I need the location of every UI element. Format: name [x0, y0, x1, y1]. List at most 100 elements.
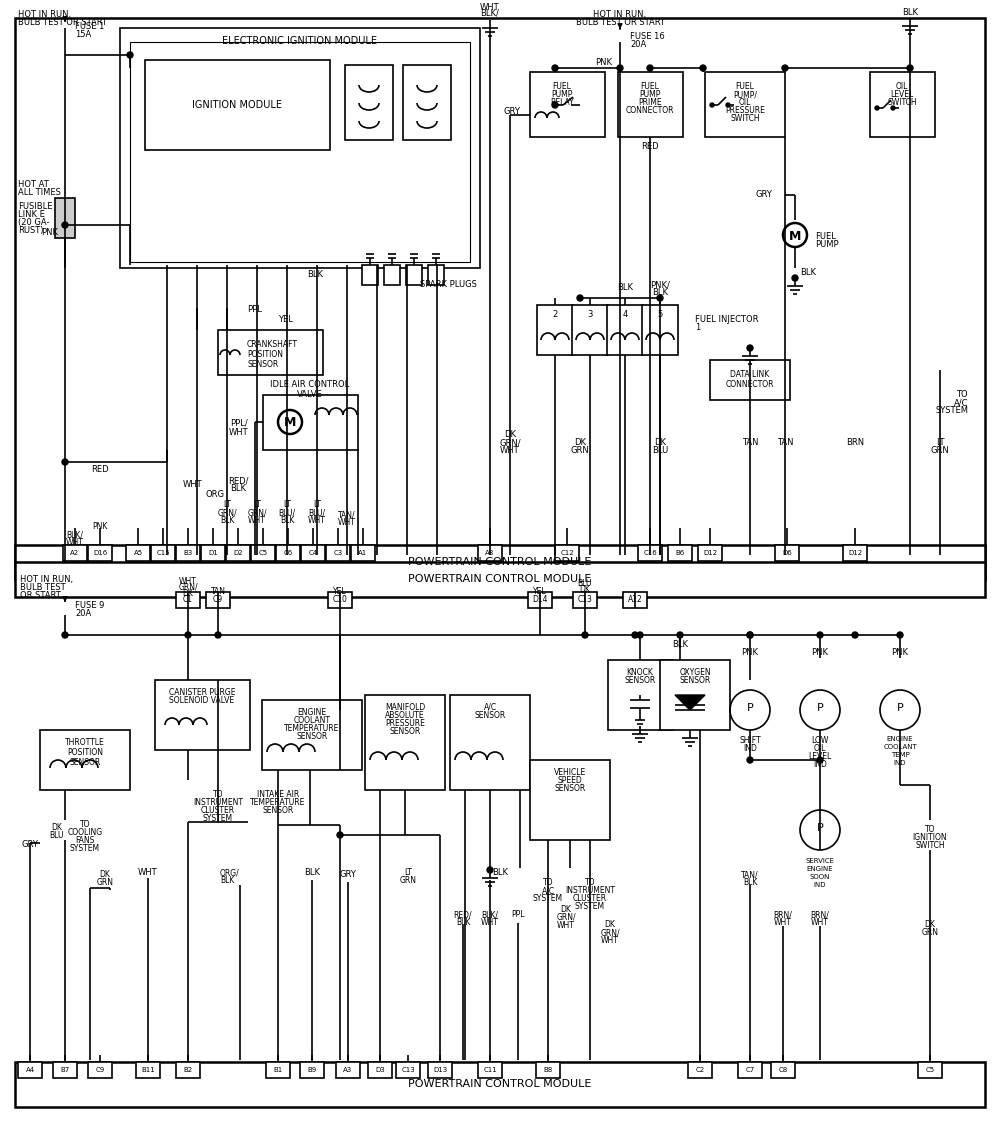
- Bar: [300, 1062, 324, 1078]
- Bar: [530, 72, 605, 137]
- Circle shape: [792, 275, 798, 281]
- Text: ALL TIMES: ALL TIMES: [18, 188, 61, 197]
- Bar: [301, 545, 325, 561]
- Circle shape: [577, 294, 583, 301]
- Text: FUSIBLE: FUSIBLE: [18, 202, 52, 211]
- Text: SYSTEM: SYSTEM: [70, 844, 100, 853]
- Text: BLK/: BLK/: [482, 910, 498, 919]
- Circle shape: [747, 632, 753, 638]
- Text: BLK: BLK: [672, 640, 688, 649]
- Text: SOON: SOON: [810, 874, 830, 880]
- Bar: [450, 695, 530, 790]
- Text: DK: DK: [183, 589, 193, 598]
- Bar: [428, 1062, 452, 1078]
- Text: B3: B3: [183, 550, 193, 556]
- Text: TO: TO: [80, 821, 90, 830]
- Bar: [771, 1062, 795, 1078]
- Bar: [403, 65, 451, 140]
- Text: GRY: GRY: [755, 190, 772, 199]
- Text: OIL: OIL: [739, 98, 751, 107]
- Text: D12: D12: [848, 550, 862, 556]
- Bar: [384, 265, 400, 285]
- Text: SENSOR: SENSOR: [262, 806, 294, 815]
- Text: TEMPERATURE: TEMPERATURE: [250, 798, 306, 807]
- Text: BLU/: BLU/: [278, 508, 296, 517]
- Text: GRN/: GRN/: [600, 928, 620, 937]
- Text: FUEL: FUEL: [553, 82, 571, 91]
- Text: PUMP: PUMP: [639, 90, 661, 99]
- Text: VALVE: VALVE: [297, 390, 323, 399]
- Text: DK: DK: [574, 438, 586, 447]
- Text: FUEL INJECTOR: FUEL INJECTOR: [695, 315, 759, 324]
- Text: M: M: [284, 417, 296, 429]
- Bar: [40, 729, 130, 790]
- Text: YEL: YEL: [278, 315, 292, 324]
- Text: TEMP: TEMP: [891, 752, 909, 758]
- Text: GRY: GRY: [22, 840, 38, 849]
- Circle shape: [817, 756, 823, 763]
- Text: A3: A3: [343, 1067, 353, 1073]
- Text: A/C: A/C: [541, 886, 555, 895]
- Text: B1: B1: [273, 1067, 283, 1073]
- Text: C13: C13: [401, 1067, 415, 1073]
- Text: RED: RED: [641, 142, 659, 151]
- Text: GRN: GRN: [400, 876, 416, 885]
- Circle shape: [637, 632, 643, 638]
- Bar: [136, 1062, 160, 1078]
- Bar: [63, 545, 87, 561]
- Bar: [151, 545, 175, 561]
- Text: PNK: PNK: [41, 228, 58, 237]
- Text: BLK: BLK: [220, 516, 234, 525]
- Text: A5: A5: [133, 550, 143, 556]
- Bar: [206, 592, 230, 608]
- Circle shape: [677, 632, 683, 638]
- Text: P: P: [747, 702, 753, 713]
- Circle shape: [875, 106, 879, 110]
- Text: D3: D3: [375, 1067, 385, 1073]
- Text: A1: A1: [358, 550, 368, 556]
- Bar: [15, 545, 985, 580]
- Text: 5: 5: [657, 310, 663, 319]
- Text: PUMP/: PUMP/: [733, 90, 757, 99]
- Text: DK: DK: [504, 430, 516, 439]
- Text: THROTTLE: THROTTLE: [65, 738, 105, 747]
- Text: SYSTEM: SYSTEM: [203, 814, 233, 823]
- Text: MANIFOLD: MANIFOLD: [385, 702, 425, 711]
- Text: LT: LT: [223, 500, 231, 509]
- Text: TAN: TAN: [742, 438, 758, 447]
- Text: WHT: WHT: [338, 518, 356, 527]
- Bar: [126, 545, 150, 561]
- Circle shape: [747, 756, 753, 763]
- Text: BLU: BLU: [578, 579, 592, 588]
- Text: C9: C9: [95, 1067, 105, 1073]
- Text: PNK/: PNK/: [650, 280, 670, 289]
- Bar: [53, 1062, 77, 1078]
- Text: A12: A12: [628, 596, 642, 605]
- Text: D6: D6: [782, 550, 792, 556]
- Text: INSTRUMENT: INSTRUMENT: [193, 798, 243, 807]
- Text: FUEL: FUEL: [815, 232, 836, 241]
- Text: SENSOR: SENSOR: [389, 727, 421, 736]
- Text: PRESSURE: PRESSURE: [725, 106, 765, 115]
- Bar: [15, 18, 985, 563]
- Bar: [537, 305, 573, 355]
- Text: IDLE AIR CONTROL: IDLE AIR CONTROL: [270, 380, 350, 389]
- Bar: [88, 545, 112, 561]
- Text: PRESSURE: PRESSURE: [385, 719, 425, 728]
- Bar: [428, 265, 444, 285]
- Text: WHT: WHT: [138, 868, 158, 877]
- Text: TO: TO: [585, 878, 595, 887]
- Bar: [351, 545, 375, 561]
- Text: DK: DK: [100, 870, 110, 879]
- Text: PNK: PNK: [595, 58, 612, 67]
- Text: FUSE 9: FUSE 9: [75, 601, 104, 610]
- Text: C12: C12: [560, 550, 574, 556]
- Text: A/C: A/C: [954, 398, 968, 407]
- Text: BLK: BLK: [230, 484, 246, 493]
- Bar: [266, 1062, 290, 1078]
- Bar: [130, 42, 470, 262]
- Bar: [120, 28, 480, 268]
- Text: DATA LINK: DATA LINK: [730, 370, 770, 379]
- Text: CONNECTOR: CONNECTOR: [626, 106, 674, 115]
- Text: SENSOR: SENSOR: [679, 676, 711, 685]
